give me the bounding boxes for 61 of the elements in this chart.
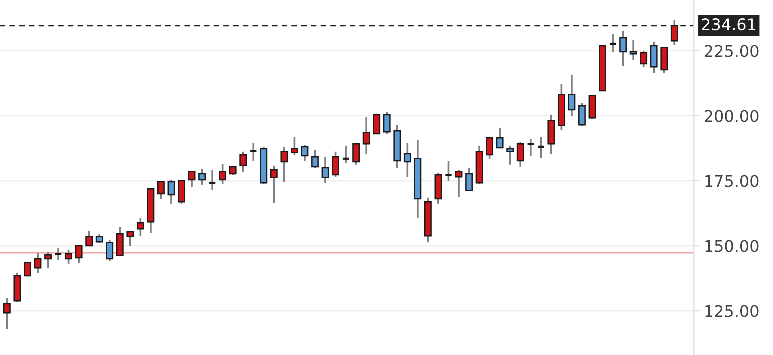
candlestick	[434, 172, 442, 205]
candlestick	[578, 102, 586, 127]
ref-line-label: 234.61	[702, 18, 756, 31]
candlestick	[466, 167, 473, 192]
candlestick	[608, 33, 618, 53]
y-tick-label: 150.00	[706, 240, 759, 252]
candlestick	[280, 146, 288, 183]
candlestick	[322, 156, 330, 184]
candlestick	[312, 149, 319, 169]
candlestick	[75, 245, 83, 264]
candlestick	[332, 150, 340, 178]
candlestick	[188, 170, 196, 188]
candlestick	[34, 252, 42, 274]
candlestick	[362, 116, 370, 155]
candlestick	[660, 46, 668, 74]
candlestick	[158, 181, 165, 200]
candlestick	[126, 231, 134, 247]
candlestick	[506, 144, 514, 166]
candlestick	[250, 142, 258, 162]
candlestick	[516, 141, 524, 168]
candlestick	[588, 94, 596, 120]
candlestick	[526, 138, 536, 157]
candlestick	[383, 111, 391, 135]
candlestick	[496, 127, 504, 149]
candlestick	[3, 297, 11, 330]
candlestick	[301, 144, 309, 162]
candlestick	[106, 239, 114, 262]
candlestick	[630, 39, 638, 61]
candlestick	[650, 40, 658, 74]
candlestick	[404, 142, 412, 178]
candlestick	[291, 136, 298, 156]
candlestick	[136, 217, 144, 238]
candlestick	[24, 261, 32, 277]
candlestick	[65, 249, 73, 265]
candlestick	[168, 179, 176, 205]
candlestick	[640, 50, 648, 68]
candlestick	[486, 137, 494, 160]
candlestick	[352, 142, 360, 166]
candlestick	[44, 251, 52, 270]
candlestick	[178, 180, 186, 205]
candlestick	[537, 136, 546, 160]
candlestick	[270, 165, 278, 204]
candlestick	[373, 113, 381, 135]
y-tick-label: 225.00	[705, 45, 759, 58]
y-tick-label: 175.00	[706, 175, 759, 188]
y-tick-label: 200.00	[705, 110, 759, 122]
y-tick-label: 125.00	[706, 305, 759, 318]
candlestick	[54, 247, 63, 261]
candlestick	[620, 30, 628, 67]
candlestick	[568, 74, 576, 117]
candlestick	[86, 230, 94, 247]
candlestick	[444, 160, 453, 182]
candlestick	[198, 168, 206, 186]
candlestick	[219, 163, 227, 186]
candlestick	[342, 144, 350, 164]
candlestick	[455, 169, 463, 198]
candlestick	[116, 226, 124, 257]
candlestick	[208, 169, 217, 192]
candlestick	[670, 19, 678, 46]
candlestick	[548, 114, 556, 155]
candlestick	[240, 150, 248, 173]
